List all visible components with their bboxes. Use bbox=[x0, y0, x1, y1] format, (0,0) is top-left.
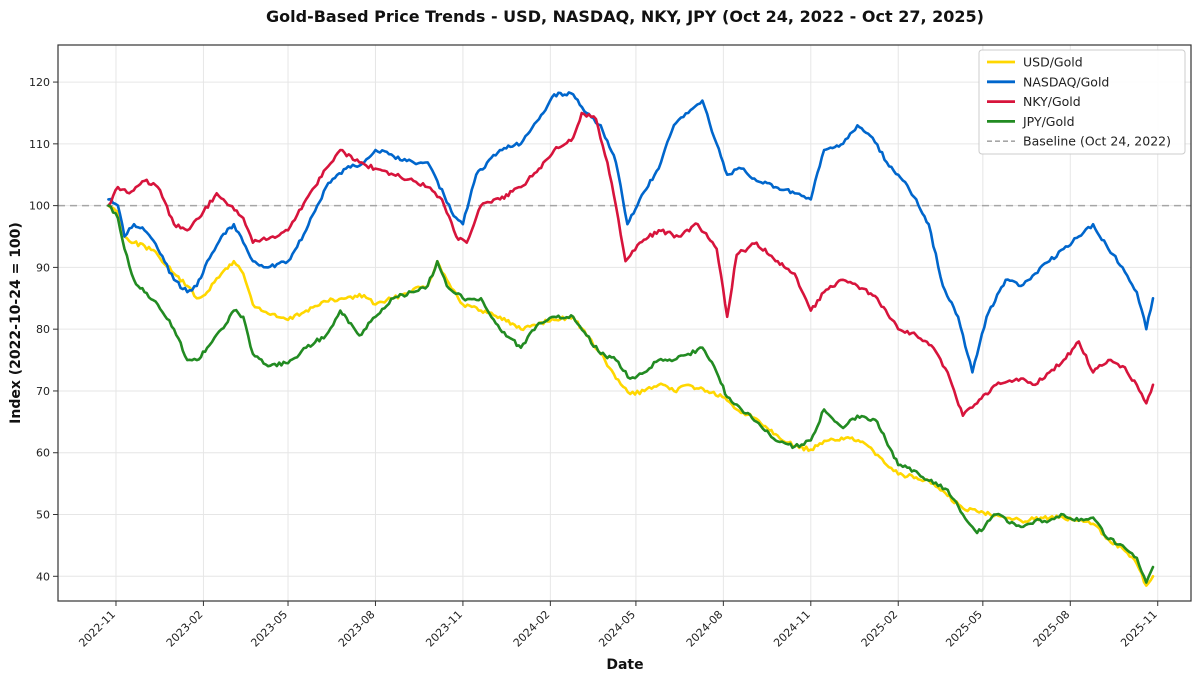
plot-frame bbox=[57, 44, 1192, 602]
series-group bbox=[107, 91, 1155, 587]
series-line-jpy-gold bbox=[107, 204, 1155, 584]
y-tick-label: 80 bbox=[36, 323, 50, 336]
series-line-nasdaq-gold bbox=[107, 91, 1155, 374]
x-tick-label: 2023-11 bbox=[423, 608, 465, 650]
x-tick-label: 2023-05 bbox=[248, 608, 290, 650]
x-tick-label: 2024-02 bbox=[511, 608, 553, 650]
y-tick-label: 40 bbox=[36, 570, 50, 583]
legend-label: Baseline (Oct 24, 2022) bbox=[1023, 134, 1171, 149]
y-axis: 40 50 60 70 80 90 100 110 120 bbox=[29, 76, 58, 583]
legend-label: NKY/Gold bbox=[1023, 94, 1081, 109]
x-tick-label: 2022-11 bbox=[76, 608, 118, 650]
y-tick-label: 70 bbox=[36, 385, 50, 398]
x-tick-label: 2025-05 bbox=[943, 608, 985, 650]
x-axis: 2022-11 2023-02 2023-05 2023-08 2023-11 2024-… bbox=[76, 601, 1160, 650]
y-tick-label: 100 bbox=[29, 200, 50, 213]
y-tick-label: 90 bbox=[36, 261, 50, 274]
x-tick-label: 2024-05 bbox=[596, 608, 638, 650]
series-line-usd-gold bbox=[107, 204, 1155, 587]
y-tick-label: 50 bbox=[36, 509, 50, 522]
y-tick-label: 120 bbox=[29, 76, 50, 89]
x-tick-label: 2023-02 bbox=[164, 608, 206, 650]
y-tick-label: 110 bbox=[29, 138, 50, 151]
y-tick-label: 60 bbox=[36, 447, 50, 460]
x-tick-label: 2025-11 bbox=[1118, 608, 1160, 650]
legend-label: NASDAQ/Gold bbox=[1023, 74, 1109, 89]
legend: USD/Gold NASDAQ/Gold NKY/Gold JPY/Gold Basel… bbox=[978, 49, 1186, 155]
x-tick-label: 2025-02 bbox=[859, 608, 901, 650]
chart-title: Gold-Based Price Trends - USD, NASDAQ, N… bbox=[266, 7, 984, 26]
legend-items: USD/Gold NASDAQ/Gold NKY/Gold JPY/Gold Basel… bbox=[987, 55, 1171, 149]
y-axis-title: Index (2022-10-24 = 100) bbox=[8, 222, 24, 424]
x-tick-label: 2023-08 bbox=[336, 608, 378, 650]
x-axis-title: Date bbox=[606, 657, 643, 673]
x-tick-label: 2025-08 bbox=[1031, 608, 1073, 650]
legend-label: JPY/Gold bbox=[1022, 114, 1075, 129]
series-line-nky-gold bbox=[107, 111, 1155, 417]
legend-label: USD/Gold bbox=[1023, 55, 1083, 70]
x-tick-label: 2024-11 bbox=[771, 608, 813, 650]
legend-box bbox=[978, 49, 1186, 155]
x-tick-label: 2024-08 bbox=[684, 608, 726, 650]
